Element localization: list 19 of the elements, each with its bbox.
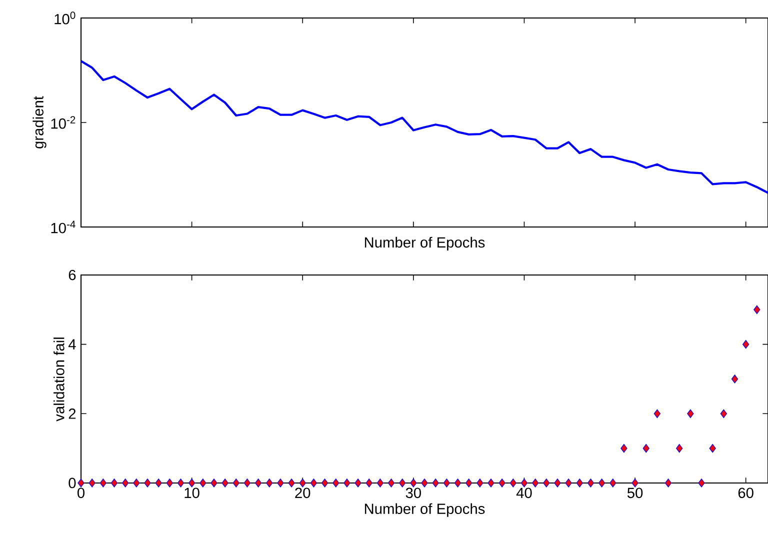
x-tick-label: 40 bbox=[516, 488, 532, 498]
x-tick-label: 30 bbox=[406, 488, 421, 498]
x-tick-label: 20 bbox=[295, 488, 310, 498]
x-axis-title: Number of Epochs bbox=[364, 236, 485, 251]
y-tick-label: 10$^{0}$ bbox=[54, 12, 76, 24]
x-tick-label: 10 bbox=[184, 488, 200, 498]
x-tick-label: 50 bbox=[627, 488, 643, 498]
x-tick-label: 60 bbox=[738, 488, 754, 498]
x-tick-label: 0 bbox=[77, 488, 84, 498]
y-axis-title: validation fail bbox=[54, 338, 64, 422]
y-tick-label: 4 bbox=[68, 339, 76, 350]
y-tick-label: 10$^{-2}$ bbox=[51, 116, 76, 129]
y-tick-label: 10$^{-4}$ bbox=[51, 220, 76, 234]
y-tick-label: 0 bbox=[68, 478, 76, 488]
x-axis-title: Number of Epochs bbox=[364, 503, 485, 517]
y-axis-title: gradient bbox=[32, 96, 46, 148]
y-tick-label: 2 bbox=[68, 408, 76, 419]
y-tick-label: 6 bbox=[68, 270, 76, 280]
line-series bbox=[80, 60, 768, 194]
